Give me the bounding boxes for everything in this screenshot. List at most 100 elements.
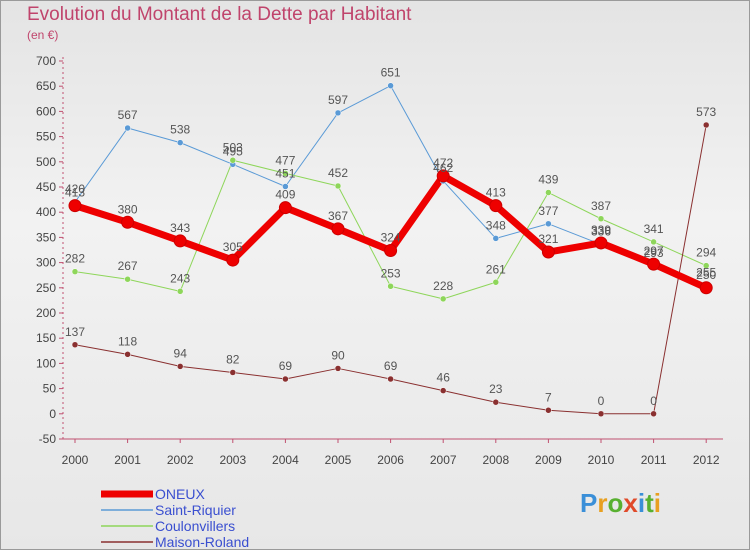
- data-label-coulonvillers: 253: [381, 266, 401, 280]
- data-label-saint-riquier: 495: [223, 144, 243, 158]
- data-point-oneux: [699, 281, 713, 295]
- data-point-oneux: [121, 215, 135, 229]
- logo-letter: o: [607, 488, 624, 518]
- x-tick-label: 2001: [114, 453, 141, 467]
- data-point-oneux: [173, 234, 187, 248]
- data-point-oneux: [278, 201, 292, 215]
- data-point-saint-riquier: [492, 235, 500, 242]
- data-label-coulonvillers: 503: [223, 140, 243, 154]
- data-label-maison-roland: 0: [650, 394, 657, 408]
- proxiti-logo: Proxiti: [580, 488, 661, 519]
- x-tick-label: 2006: [377, 453, 404, 467]
- data-point-oneux: [594, 236, 608, 250]
- data-point-maison-roland: [650, 410, 657, 418]
- chart-unit-label: (en €): [27, 28, 59, 42]
- data-label-oneux: 380: [118, 202, 138, 216]
- data-label-saint-riquier: 651: [381, 66, 401, 80]
- data-point-oneux: [436, 169, 450, 183]
- data-label-maison-roland: 46: [437, 371, 451, 385]
- y-tick-label: 400: [36, 205, 56, 219]
- data-label-coulonvillers: 228: [433, 279, 453, 293]
- data-point-oneux: [68, 199, 82, 213]
- chart-title: Evolution du Montant de la Dette par Hab…: [27, 4, 412, 25]
- y-tick-label: 0: [49, 407, 56, 421]
- data-label-saint-riquier: 336: [591, 224, 611, 238]
- data-point-saint-riquier: [124, 124, 131, 132]
- chart-axes: -500501001502002503003504004505005506006…: [36, 54, 723, 467]
- data-label-maison-roland: 82: [226, 352, 240, 366]
- data-point-maison-roland: [702, 121, 710, 129]
- logo-letter: P: [580, 488, 598, 518]
- data-label-coulonvillers: 387: [591, 199, 611, 213]
- legend-label-coulonvillers: Coulonvillers: [155, 518, 235, 534]
- x-tick-label: 2008: [482, 453, 509, 467]
- data-point-coulonvillers: [71, 268, 79, 275]
- data-point-saint-riquier: [176, 139, 184, 146]
- data-point-oneux: [226, 253, 240, 267]
- data-label-oneux: 297: [644, 244, 664, 258]
- data-label-coulonvillers: 282: [65, 252, 85, 266]
- data-label-saint-riquier: 293: [644, 246, 664, 260]
- data-point-maison-roland: [597, 410, 605, 418]
- data-point-maison-roland: [71, 341, 79, 349]
- data-point-maison-roland: [439, 387, 447, 394]
- x-tick-label: 2000: [62, 453, 89, 467]
- data-label-oneux: 324: [381, 231, 401, 245]
- y-tick-label: -50: [39, 432, 57, 446]
- x-tick-label: 2007: [430, 453, 457, 467]
- data-label-coulonvillers: 341: [644, 222, 664, 236]
- data-label-coulonvillers: 261: [486, 262, 506, 276]
- data-point-oneux: [489, 199, 503, 213]
- data-point-coulonvillers: [650, 238, 657, 246]
- data-label-oneux: 413: [486, 186, 506, 200]
- x-tick-label: 2003: [219, 453, 246, 467]
- data-point-oneux: [647, 257, 661, 271]
- y-tick-label: 50: [43, 382, 57, 396]
- data-point-maison-roland: [282, 375, 289, 383]
- data-point-saint-riquier: [387, 82, 394, 89]
- data-point-coulonvillers: [387, 283, 394, 290]
- data-label-maison-roland: 69: [384, 359, 398, 373]
- data-label-oneux: 413: [65, 186, 85, 200]
- x-tick-label: 2009: [535, 453, 562, 467]
- data-point-oneux: [331, 222, 345, 236]
- data-point-maison-roland: [387, 375, 394, 383]
- data-label-maison-roland: 573: [696, 105, 716, 119]
- x-tick-label: 2011: [641, 453, 667, 467]
- logo-letter: r: [597, 488, 608, 518]
- chart-points: [68, 82, 713, 418]
- logo-letter: t: [645, 488, 654, 518]
- chart-data-labels: 4205675384954515976514623483773362932552…: [65, 66, 717, 408]
- data-point-maison-roland: [334, 365, 342, 372]
- x-tick-label: 2002: [167, 453, 194, 467]
- y-tick-label: 600: [36, 104, 56, 118]
- y-tick-label: 500: [36, 155, 56, 169]
- x-tick-label: 2010: [588, 453, 615, 467]
- x-tick-label: 2004: [272, 453, 299, 467]
- data-label-oneux: 250: [696, 268, 716, 282]
- y-tick-label: 650: [36, 79, 56, 93]
- data-label-coulonvillers: 294: [696, 246, 716, 260]
- data-label-saint-riquier: 538: [170, 123, 190, 137]
- data-label-coulonvillers: 477: [275, 153, 295, 167]
- y-tick-label: 150: [36, 331, 56, 345]
- x-tick-label: 2005: [325, 453, 352, 467]
- legend-label-saint-riquier: Saint-Riquier: [155, 502, 236, 518]
- data-point-oneux: [541, 245, 555, 259]
- data-point-coulonvillers: [282, 170, 289, 177]
- data-label-oneux: 339: [591, 223, 611, 237]
- y-tick-label: 300: [36, 256, 56, 270]
- data-label-oneux: 321: [538, 232, 558, 246]
- data-label-maison-roland: 90: [331, 348, 345, 362]
- data-point-maison-roland: [545, 407, 552, 414]
- data-label-oneux: 367: [328, 209, 348, 223]
- y-tick-label: 200: [36, 306, 56, 320]
- data-label-coulonvillers: 267: [118, 259, 138, 273]
- x-tick-label: 2012: [693, 453, 720, 467]
- y-tick-label: 250: [36, 281, 56, 295]
- data-label-coulonvillers: 452: [328, 166, 348, 180]
- data-label-saint-riquier: 420: [65, 182, 85, 196]
- data-point-coulonvillers: [334, 182, 342, 190]
